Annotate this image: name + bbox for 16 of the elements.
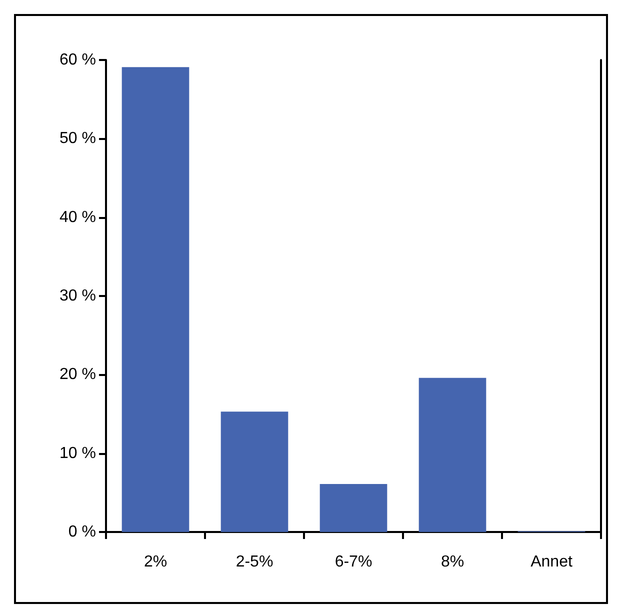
bar <box>220 412 288 532</box>
y-tick-label: 50 % <box>60 130 96 148</box>
y-tick-label: 20 % <box>60 366 96 384</box>
x-tick-label: 8% <box>440 554 464 570</box>
y-tick-label: 40 % <box>60 208 96 226</box>
y-tick-label: 30 % <box>60 288 96 304</box>
x-tick-label: 6-7% <box>334 554 372 570</box>
bar <box>320 484 388 532</box>
x-tick-label: 2% <box>144 554 168 570</box>
y-tick-label: 60 % <box>60 52 96 68</box>
y-tick-label: 10 % <box>60 444 96 462</box>
bar <box>122 67 190 532</box>
x-tick-label: Annet <box>530 554 573 570</box>
x-tick-label: 2-5% <box>236 554 274 570</box>
y-tick-label: 0 % <box>68 524 96 540</box>
bar <box>418 378 486 532</box>
